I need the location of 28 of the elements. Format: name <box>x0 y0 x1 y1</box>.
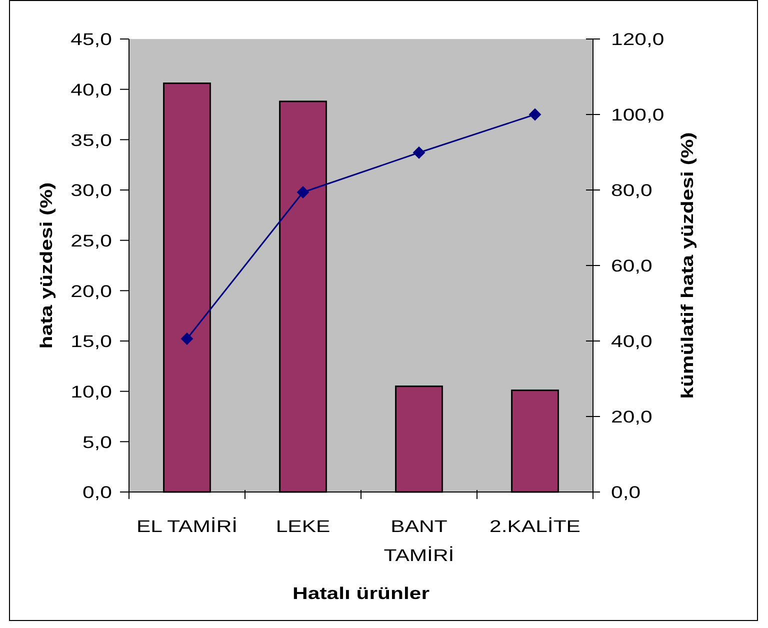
y-tick-label: 20,0 <box>70 282 112 302</box>
y2-tick-label: 20,0 <box>611 408 652 428</box>
y-tick-label: 35,0 <box>70 132 112 150</box>
point <box>413 146 425 159</box>
y2-tick-label: 100,0 <box>611 106 664 126</box>
point <box>297 186 309 198</box>
y-tick-label: 45,0 <box>70 30 112 50</box>
y-tick-label: 15,0 <box>70 332 112 352</box>
y2-tick-label: 40,0 <box>611 332 652 352</box>
x-tick-label: BANT TAMİRİ <box>384 518 454 566</box>
y-tick-label: 25,0 <box>70 232 112 251</box>
y-tick-label: 0,0 <box>82 484 112 503</box>
y-tick-label: 10,0 <box>70 383 112 402</box>
x-tick-label: EL TAMİRİ <box>136 516 238 536</box>
y-tick-label: 30,0 <box>70 182 112 201</box>
y-axis-title: hata yüzdesi (%) <box>38 182 57 349</box>
y2-tick-label: 120,0 <box>611 30 664 50</box>
y-tick-label: 5,0 <box>82 434 112 452</box>
y2-tick-label: 60,0 <box>611 257 652 276</box>
point <box>181 332 193 345</box>
y2-tick-label: 80,0 <box>611 182 652 201</box>
y2-tick-label: 0,0 <box>611 484 641 503</box>
x-axis-title: Hatalı ürünler <box>292 584 430 604</box>
point <box>529 108 541 120</box>
x-tick-label: LEKE <box>276 518 330 536</box>
x-tick-label: 2.KALİTE <box>490 516 580 536</box>
y2-axis-title: kümülatif hata yüzdesi (%) <box>678 132 698 399</box>
y-tick-label: 40,0 <box>70 81 112 100</box>
